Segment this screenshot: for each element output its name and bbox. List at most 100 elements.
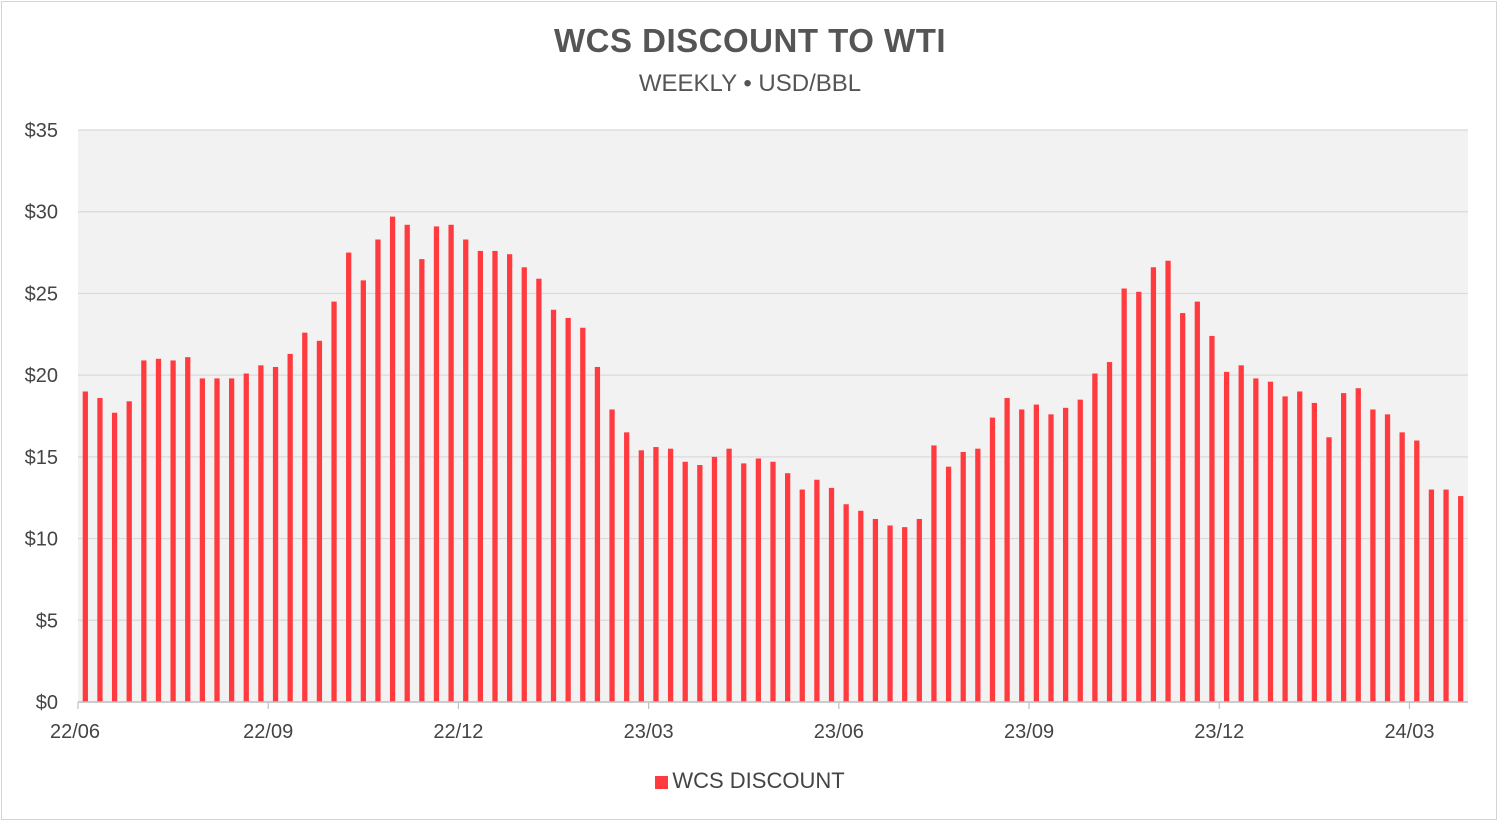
bar: [389, 216, 396, 703]
bar: [243, 373, 249, 702]
bar: [141, 360, 147, 702]
bar: [1136, 291, 1142, 702]
bar: [1194, 301, 1200, 702]
bar: [1004, 398, 1010, 702]
bar: [170, 360, 176, 702]
bar: [828, 487, 835, 702]
bar: [814, 479, 820, 702]
bar: [521, 267, 527, 702]
bar: [331, 301, 337, 702]
bar: [653, 447, 659, 702]
bar: [858, 510, 864, 702]
bar: [1311, 402, 1318, 702]
bar: [1238, 365, 1244, 702]
bar: [843, 504, 849, 702]
bar: [1092, 373, 1098, 702]
bar: [945, 466, 952, 702]
bar: [506, 254, 513, 702]
bar: [1267, 381, 1274, 702]
x-tick-label: 22/12: [433, 721, 483, 743]
bar: [1077, 399, 1083, 702]
bar: [638, 450, 644, 702]
bar: [1209, 335, 1215, 702]
bar: [799, 489, 805, 702]
bar: [711, 456, 718, 702]
bar: [565, 317, 571, 702]
bar: [931, 445, 937, 702]
bar: [902, 527, 908, 702]
bar: [550, 309, 557, 702]
bar: [1384, 414, 1391, 702]
bar: [1033, 404, 1040, 702]
bar: [492, 250, 498, 703]
bar: [1414, 440, 1420, 702]
bar: [784, 473, 791, 702]
bar: [1458, 496, 1464, 702]
legend-swatch: [655, 776, 669, 789]
bar: [463, 239, 469, 703]
bar: [755, 458, 762, 702]
chart-title: WCS DISCOUNT TO WTI: [553, 22, 947, 59]
bar: [346, 252, 352, 703]
bar: [1370, 409, 1376, 702]
bar: [1297, 391, 1303, 702]
bar: [258, 365, 264, 702]
bar: [360, 280, 366, 702]
y-tick-label: $20: [25, 365, 58, 387]
bar: [1399, 432, 1405, 702]
bar: [872, 518, 879, 702]
x-tick-label: 23/03: [624, 721, 674, 743]
bar: [726, 448, 732, 702]
x-tick-label: 24/03: [1384, 721, 1434, 743]
y-tick-label: $0: [36, 692, 58, 714]
bar: [375, 239, 381, 703]
bar: [1253, 378, 1259, 702]
x-tick-label: 23/06: [814, 721, 864, 743]
bar: [975, 448, 981, 702]
y-tick-label: $5: [36, 610, 58, 632]
bar: [97, 398, 103, 702]
bar: [1165, 260, 1171, 702]
bar: [199, 378, 206, 702]
bar: [1326, 437, 1332, 702]
bar: [316, 340, 323, 702]
bar: [1106, 362, 1113, 702]
bar: [624, 432, 630, 702]
bar: [1282, 396, 1288, 702]
y-tick-label: $35: [25, 120, 58, 142]
bar: [433, 226, 440, 702]
y-tick-label: $25: [25, 283, 58, 305]
bar: [404, 224, 410, 702]
bar: [741, 463, 747, 702]
bar: [272, 366, 279, 702]
bar: [1355, 388, 1361, 702]
bar: [214, 378, 220, 702]
bar: [609, 409, 615, 702]
chart-subtitle: WEEKLY • USD/BBL: [638, 70, 862, 97]
bar: [697, 465, 703, 702]
bar: [1048, 414, 1054, 702]
bar: [770, 461, 776, 702]
x-tick-label: 23/12: [1194, 721, 1244, 743]
legend-label: WCS DISCOUNT: [672, 768, 845, 793]
y-tick-label: $10: [25, 529, 58, 551]
bar: [185, 357, 191, 702]
bar: [302, 332, 308, 702]
bar: [1443, 489, 1449, 702]
bar: [1223, 371, 1230, 702]
bar: [1150, 267, 1157, 702]
bar: [1428, 489, 1435, 702]
bar: [82, 391, 88, 702]
bar: [580, 327, 586, 702]
bar: [887, 525, 893, 702]
chart-legend: WCS DISCOUNT: [0, 768, 1500, 794]
bar: [419, 259, 425, 702]
bar: [448, 224, 454, 702]
bar: [682, 461, 688, 702]
y-tick-label: $15: [25, 447, 58, 469]
x-tick-label: 23/09: [1004, 721, 1054, 743]
bar: [1340, 393, 1347, 702]
y-tick-label: $30: [25, 202, 58, 224]
